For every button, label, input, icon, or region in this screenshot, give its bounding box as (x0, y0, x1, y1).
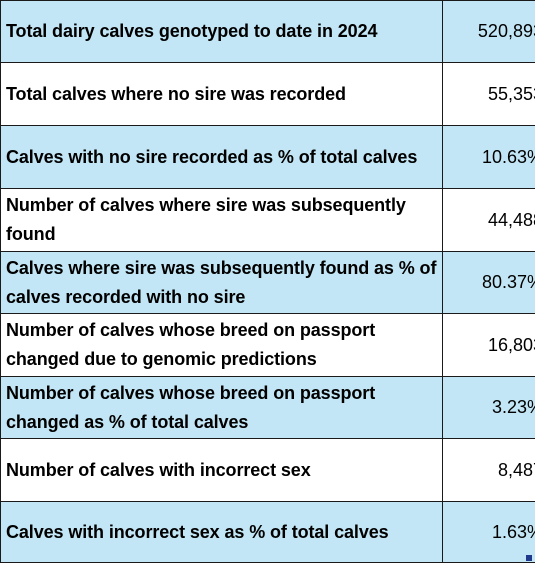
row-label: Number of calves with incorrect sex (0, 438, 443, 502)
row-label: Calves with incorrect sex as % of total … (0, 501, 443, 563)
table-row: Number of calves with incorrect sex 8,48… (0, 438, 535, 502)
table-row: Number of calves whose breed on passport… (0, 376, 535, 439)
row-value: 520,893 (442, 0, 535, 63)
row-label: Calves where sire was subsequently found… (0, 251, 443, 314)
row-value: 44,488 (442, 188, 535, 252)
row-value: 10.63% (442, 125, 535, 189)
row-value: 1.63% (442, 501, 535, 563)
table-row: Number of calves where sire was subseque… (0, 188, 535, 252)
row-value: 80.37% (442, 251, 535, 314)
row-label: Number of calves whose breed on passport… (0, 313, 443, 377)
table-row: Calves where sire was subsequently found… (0, 251, 535, 314)
row-label: Number of calves whose breed on passport… (0, 376, 443, 439)
row-label: Total calves where no sire was recorded (0, 62, 443, 126)
table-row: Total calves where no sire was recorded … (0, 62, 535, 126)
row-label: Total dairy calves genotyped to date in … (0, 0, 443, 63)
table-row: Calves with incorrect sex as % of total … (0, 501, 535, 563)
table-row: Calves with no sire recorded as % of tot… (0, 125, 535, 189)
row-label: Calves with no sire recorded as % of tot… (0, 125, 443, 189)
row-label: Number of calves where sire was subseque… (0, 188, 443, 252)
row-value: 16,803 (442, 313, 535, 377)
row-value: 55,353 (442, 62, 535, 126)
selection-handle-icon (526, 555, 532, 561)
table-row: Total dairy calves genotyped to date in … (0, 0, 535, 63)
table-row: Number of calves whose breed on passport… (0, 313, 535, 377)
row-value: 8,487 (442, 438, 535, 502)
row-value: 3.23% (442, 376, 535, 439)
